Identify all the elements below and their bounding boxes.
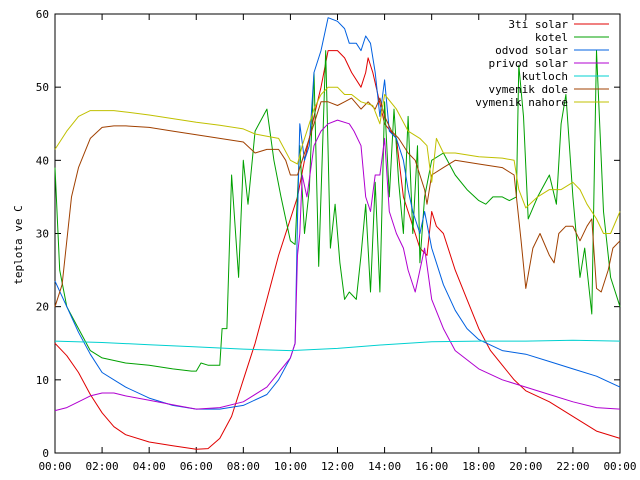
legend-label-vymenik-nahore: vymenik nahore	[475, 96, 568, 109]
y-tick-label: 60	[36, 8, 49, 21]
x-tick-label: 08:00	[227, 460, 260, 473]
x-tick-label: 04:00	[133, 460, 166, 473]
y-tick-label: 30	[36, 228, 49, 241]
y-tick-label: 20	[36, 301, 49, 314]
x-tick-label: 18:00	[462, 460, 495, 473]
legend-label-kotel: kotel	[535, 31, 568, 44]
series-line-vymenik-dole	[54, 97, 621, 307]
series-line-privod-solar	[54, 119, 621, 412]
legend-label-3ti-solar: 3ti solar	[508, 18, 568, 31]
series-line-vymenik-nahore	[54, 86, 621, 234]
y-axis-title: teplota ve C	[12, 205, 25, 284]
series-line-kotel	[54, 50, 621, 372]
x-tick-label: 06:00	[180, 460, 213, 473]
x-tick-label: 22:00	[556, 460, 589, 473]
legend-label-kutloch: kutloch	[522, 70, 568, 83]
x-tick-label: 12:00	[321, 460, 354, 473]
y-tick-label: 0	[42, 447, 49, 460]
axis-ticks: 0 10 20 30 40 50 60 00:00 02:00 04:00 06:00 08:00 10…	[36, 8, 637, 473]
legend-label-privod-solar: privod solar	[489, 57, 569, 70]
legend-label-vymenik-dole: vymenik dole	[489, 83, 568, 96]
x-tick-label: 10:00	[274, 460, 307, 473]
y-tick-label: 50	[36, 81, 49, 94]
x-tick-label: 02:00	[86, 460, 119, 473]
series-line-3ti-solar	[54, 50, 621, 450]
x-tick-label: 00:00	[603, 460, 636, 473]
series-line-kutloch	[54, 339, 621, 352]
x-tick-label: 16:00	[415, 460, 448, 473]
x-tick-label: 20:00	[509, 460, 542, 473]
legend-label-odvod-solar: odvod solar	[495, 44, 568, 57]
x-tick-label: 14:00	[368, 460, 401, 473]
y-tick-label: 40	[36, 154, 49, 167]
x-tick-label: 00:00	[38, 460, 71, 473]
series-lines	[54, 17, 621, 450]
y-tick-label: 10	[36, 374, 49, 387]
